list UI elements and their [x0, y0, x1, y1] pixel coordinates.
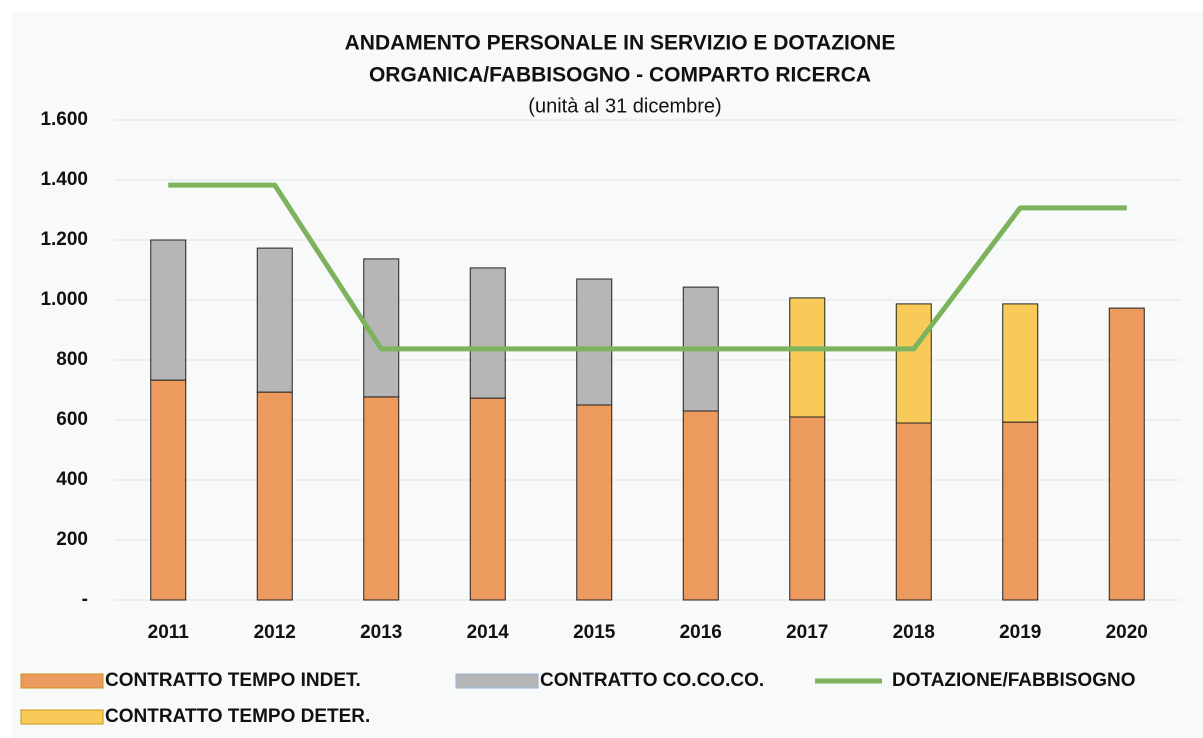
bar-segment	[789, 297, 826, 418]
y-tick-label: 200	[56, 529, 88, 550]
legend-swatch	[20, 709, 104, 725]
bar-segment	[682, 410, 719, 601]
bar-segment	[469, 397, 506, 601]
legend-swatch	[455, 673, 539, 689]
bar-segment	[1002, 303, 1039, 423]
y-tick-label: -	[82, 589, 88, 610]
y-tick-label: 1.200	[40, 229, 88, 250]
bar-segment	[576, 404, 613, 601]
legend-label: DOTAZIONE/FABBISOGNO	[892, 670, 1135, 691]
y-tick-label: 800	[56, 349, 88, 370]
y-tick-label: 1.000	[40, 289, 88, 310]
bar-segment	[895, 303, 932, 424]
x-tick-label: 2011	[148, 622, 190, 643]
chart-title: ANDAMENTO PERSONALE IN SERVIZIO E DOTAZI…	[345, 32, 896, 55]
legend-label: CONTRATTO CO.CO.CO.	[540, 670, 764, 691]
bar-segment	[1108, 307, 1145, 601]
bar-segment	[363, 396, 400, 601]
bar-segment	[256, 391, 293, 601]
legend-swatch	[20, 673, 104, 689]
line	[168, 182, 1127, 352]
y-tick-label: 1.600	[40, 109, 88, 130]
x-tick-label: 2013	[360, 622, 402, 643]
bar-segment	[469, 267, 506, 399]
bar-segment	[150, 239, 187, 381]
x-tick-label: 2020	[1106, 622, 1148, 643]
bar-segment	[895, 422, 932, 601]
x-tick-label: 2016	[680, 622, 722, 643]
x-tick-label: 2014	[467, 622, 510, 643]
y-tick-label: 1.400	[40, 169, 88, 190]
y-tick-label: 600	[56, 409, 88, 430]
chart-title: ORGANICA/FABBISOGNO - COMPARTO RICERCA	[369, 64, 871, 87]
bar-segment	[789, 416, 826, 601]
legend-label: CONTRATTO TEMPO DETER.	[105, 706, 370, 727]
x-tick-label: 2019	[999, 622, 1041, 643]
chart-subtitle: (unità al 31 dicembre)	[528, 95, 721, 117]
bar-segment	[150, 379, 187, 601]
x-tick-label: 2015	[573, 622, 616, 643]
bar-segment	[1002, 421, 1039, 601]
bar-segment	[256, 247, 293, 393]
bar-segment	[576, 278, 613, 406]
x-tick-label: 2018	[893, 622, 935, 643]
legend-label: CONTRATTO TEMPO INDET.	[105, 670, 361, 691]
x-tick-label: 2012	[254, 622, 296, 643]
y-tick-label: 400	[56, 469, 88, 490]
x-tick-label: 2017	[786, 622, 828, 643]
